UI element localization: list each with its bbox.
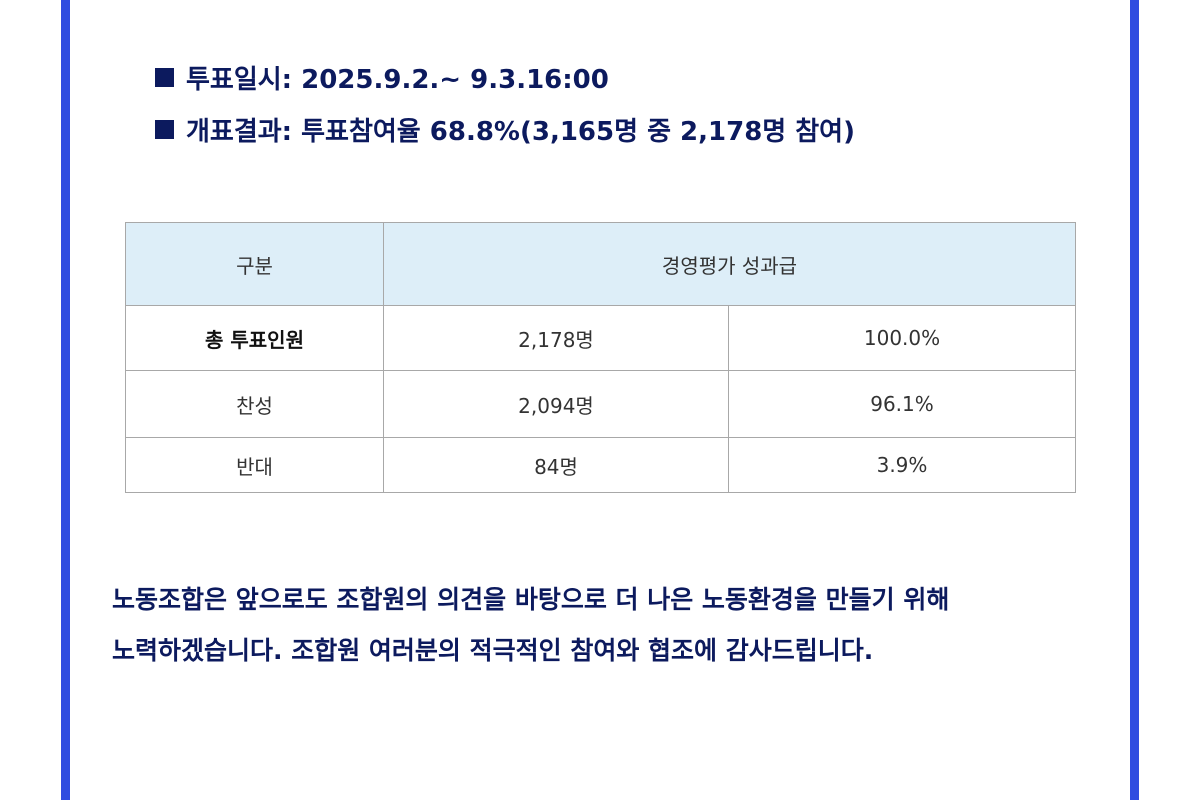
vote-info: 투표일시: 2025.9.2.~ 9.3.16:00 개표결과: 투표참여율 6…: [155, 58, 855, 162]
left-border: [61, 0, 70, 800]
vote-period-line: 투표일시: 2025.9.2.~ 9.3.16:00: [155, 58, 855, 96]
closing-message: 노동조합은 앞으로도 조합원의 의견을 바탕으로 더 나은 노동환경을 만들기 …: [112, 574, 1112, 676]
table-row: 찬성 2,094명 96.1%: [125, 370, 1077, 438]
right-border: [1130, 0, 1139, 800]
table-row: 반대 84명 3.9%: [125, 437, 1077, 493]
square-bullet-icon: [155, 119, 174, 139]
table-header-row: 구분 경영평가 성과급: [125, 222, 1077, 306]
row-label: 반대: [125, 437, 384, 493]
header-category: 구분: [125, 222, 384, 306]
row-percent: 96.1%: [727, 370, 1077, 438]
table-row: 총 투표인원 2,178명 100.0%: [125, 305, 1077, 371]
vote-period-text: 투표일시: 2025.9.2.~ 9.3.16:00: [186, 64, 609, 95]
header-item: 경영평가 성과급: [382, 222, 1077, 306]
row-percent: 3.9%: [727, 437, 1077, 493]
vote-result-text: 개표결과: 투표참여율 68.8%(3,165명 중 2,178명 참여): [186, 116, 855, 147]
row-percent: 100.0%: [727, 305, 1077, 371]
vote-result-line: 개표결과: 투표참여율 68.8%(3,165명 중 2,178명 참여): [155, 110, 855, 148]
row-count: 84명: [383, 437, 729, 493]
vote-result-table: 구분 경영평가 성과급 총 투표인원 2,178명 100.0% 찬성 2,09…: [125, 222, 1077, 493]
closing-line-2: 노력하겠습니다. 조합원 여러분의 적극적인 참여와 협조에 감사드립니다.: [112, 636, 874, 665]
square-bullet-icon: [155, 67, 174, 87]
row-label: 찬성: [125, 370, 384, 438]
row-label: 총 투표인원: [125, 305, 384, 371]
closing-line-1: 노동조합은 앞으로도 조합원의 의견을 바탕으로 더 나은 노동환경을 만들기 …: [112, 585, 950, 614]
row-count: 2,178명: [383, 305, 729, 371]
row-count: 2,094명: [383, 370, 729, 438]
